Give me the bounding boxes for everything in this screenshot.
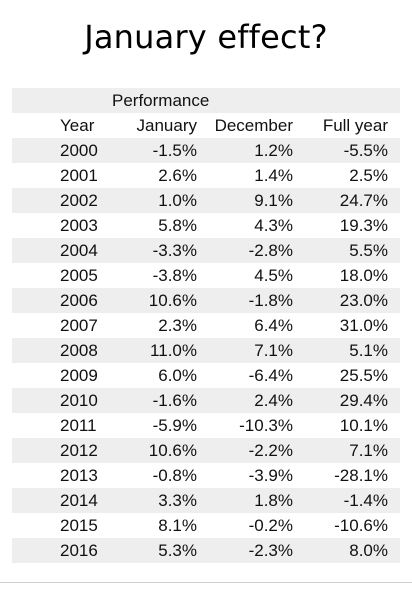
- december-cell: -6.4%: [248, 366, 293, 385]
- january-cell: 3.3%: [158, 491, 197, 510]
- table-row: 2013 -0.8% -3.9% -28.1%: [12, 463, 400, 488]
- january-cell: 5.8%: [158, 216, 197, 235]
- bottom-divider: [0, 582, 412, 583]
- year-cell: 2011: [60, 416, 97, 435]
- december-cell: 4.3%: [254, 216, 293, 235]
- year-cell: 2007: [60, 316, 98, 335]
- table-row: 2006 10.6% -1.8% 23.0%: [12, 288, 400, 313]
- december-cell: -1.8%: [248, 291, 293, 310]
- january-cell: 2.3%: [158, 316, 197, 335]
- january-cell: -1.6%: [152, 391, 197, 410]
- january-cell: 11.0%: [150, 341, 197, 360]
- year-cell: 2003: [60, 216, 98, 235]
- full-year-cell: 10.1%: [339, 416, 388, 435]
- full-year-cell: 19.3%: [339, 216, 388, 235]
- table-row: 2015 8.1% -0.2% -10.6%: [12, 513, 400, 538]
- full-year-cell: 5.5%: [349, 241, 388, 260]
- table-group-header-row: Performance: [12, 88, 400, 113]
- table-row: 2000 -1.5% 1.2% -5.5%: [12, 138, 400, 163]
- full-year-cell: 2.5%: [349, 166, 388, 185]
- full-year-cell: 31.0%: [339, 316, 388, 335]
- january-cell: 8.1%: [158, 516, 197, 535]
- table-row: 2010 -1.6% 2.4% 29.4%: [12, 388, 400, 413]
- year-cell: 2016: [60, 541, 98, 560]
- december-cell: 1.8%: [254, 491, 293, 510]
- table-row: 2002 1.0% 9.1% 24.7%: [12, 188, 400, 213]
- year-cell: 2004: [60, 241, 98, 260]
- table-row: 2003 5.8% 4.3% 19.3%: [12, 213, 400, 238]
- december-cell: -2.3%: [248, 541, 293, 560]
- year-cell: 2000: [60, 141, 98, 160]
- december-cell: -10.3%: [239, 416, 293, 435]
- full-year-cell: 29.4%: [339, 391, 388, 410]
- table-row: 2007 2.3% 6.4% 31.0%: [12, 313, 400, 338]
- table-row: 2008 11.0% 7.1% 5.1%: [12, 338, 400, 363]
- year-cell: 2001: [60, 166, 98, 185]
- december-cell: 6.4%: [254, 316, 293, 335]
- column-header-january: January: [136, 116, 197, 135]
- table-body: 2000 -1.5% 1.2% -5.5% 2001 2.6% 1.4% 2.5% 2002 1.…: [12, 138, 400, 563]
- table-row: 2001 2.6% 1.4% 2.5%: [12, 163, 400, 188]
- full-year-cell: 23.0%: [339, 291, 388, 310]
- december-cell: 1.4%: [254, 166, 293, 185]
- january-cell: 10.6%: [148, 291, 197, 310]
- january-cell: 1.0%: [158, 191, 197, 210]
- january-cell: -0.8%: [152, 466, 197, 485]
- year-cell: 2009: [60, 366, 98, 385]
- january-cell: -5.9%: [152, 416, 197, 435]
- full-year-cell: -28.1%: [334, 466, 388, 485]
- page-title: January effect?: [84, 18, 328, 56]
- december-cell: 2.4%: [254, 391, 293, 410]
- year-cell: 2014: [60, 491, 98, 510]
- december-cell: -2.8%: [248, 241, 293, 260]
- january-cell: -1.5%: [152, 141, 197, 160]
- december-cell: -0.2%: [248, 516, 293, 535]
- column-header-december: December: [214, 116, 293, 135]
- full-year-cell: 8.0%: [349, 541, 388, 560]
- year-cell: 2002: [60, 191, 98, 210]
- column-header-full-year: Full year: [322, 116, 388, 135]
- column-header-year: Year: [60, 116, 95, 135]
- performance-group-label: Performance: [112, 91, 210, 110]
- table-row: 2016 5.3% -2.3% 8.0%: [12, 538, 400, 563]
- january-cell: 2.6%: [158, 166, 197, 185]
- table-row: 2011 -5.9% -10.3% 10.1%: [12, 413, 400, 438]
- full-year-cell: -10.6%: [334, 516, 388, 535]
- year-cell: 2006: [60, 291, 98, 310]
- full-year-cell: 18.0%: [339, 266, 388, 285]
- december-cell: -2.2%: [248, 441, 293, 460]
- full-year-cell: -5.5%: [343, 141, 388, 160]
- january-cell: 6.0%: [158, 366, 197, 385]
- january-cell: -3.8%: [152, 266, 197, 285]
- full-year-cell: 7.1%: [349, 441, 388, 460]
- january-cell: 10.6%: [148, 441, 197, 460]
- year-cell: 2013: [60, 466, 98, 485]
- january-cell: 5.3%: [158, 541, 197, 560]
- december-cell: 9.1%: [254, 191, 293, 210]
- table-row: 2004 -3.3% -2.8% 5.5%: [12, 238, 400, 263]
- december-cell: 7.1%: [254, 341, 293, 360]
- year-cell: 2010: [60, 391, 98, 410]
- december-cell: 4.5%: [254, 266, 293, 285]
- year-cell: 2012: [60, 441, 98, 460]
- table-header-row: Year January December Full year: [12, 113, 400, 138]
- year-cell: 2015: [60, 516, 98, 535]
- full-year-cell: 5.1%: [349, 341, 388, 360]
- december-cell: -3.9%: [248, 466, 293, 485]
- table-row: 2014 3.3% 1.8% -1.4%: [12, 488, 400, 513]
- table-row: 2009 6.0% -6.4% 25.5%: [12, 363, 400, 388]
- full-year-cell: 25.5%: [339, 366, 388, 385]
- january-cell: -3.3%: [152, 241, 197, 260]
- performance-table: Performance Year January December Full y…: [12, 88, 400, 563]
- table-row: 2012 10.6% -2.2% 7.1%: [12, 438, 400, 463]
- year-cell: 2005: [60, 266, 98, 285]
- full-year-cell: 24.7%: [339, 191, 388, 210]
- table-row: 2005 -3.8% 4.5% 18.0%: [12, 263, 400, 288]
- full-year-cell: -1.4%: [343, 491, 388, 510]
- december-cell: 1.2%: [254, 141, 293, 160]
- year-cell: 2008: [60, 341, 98, 360]
